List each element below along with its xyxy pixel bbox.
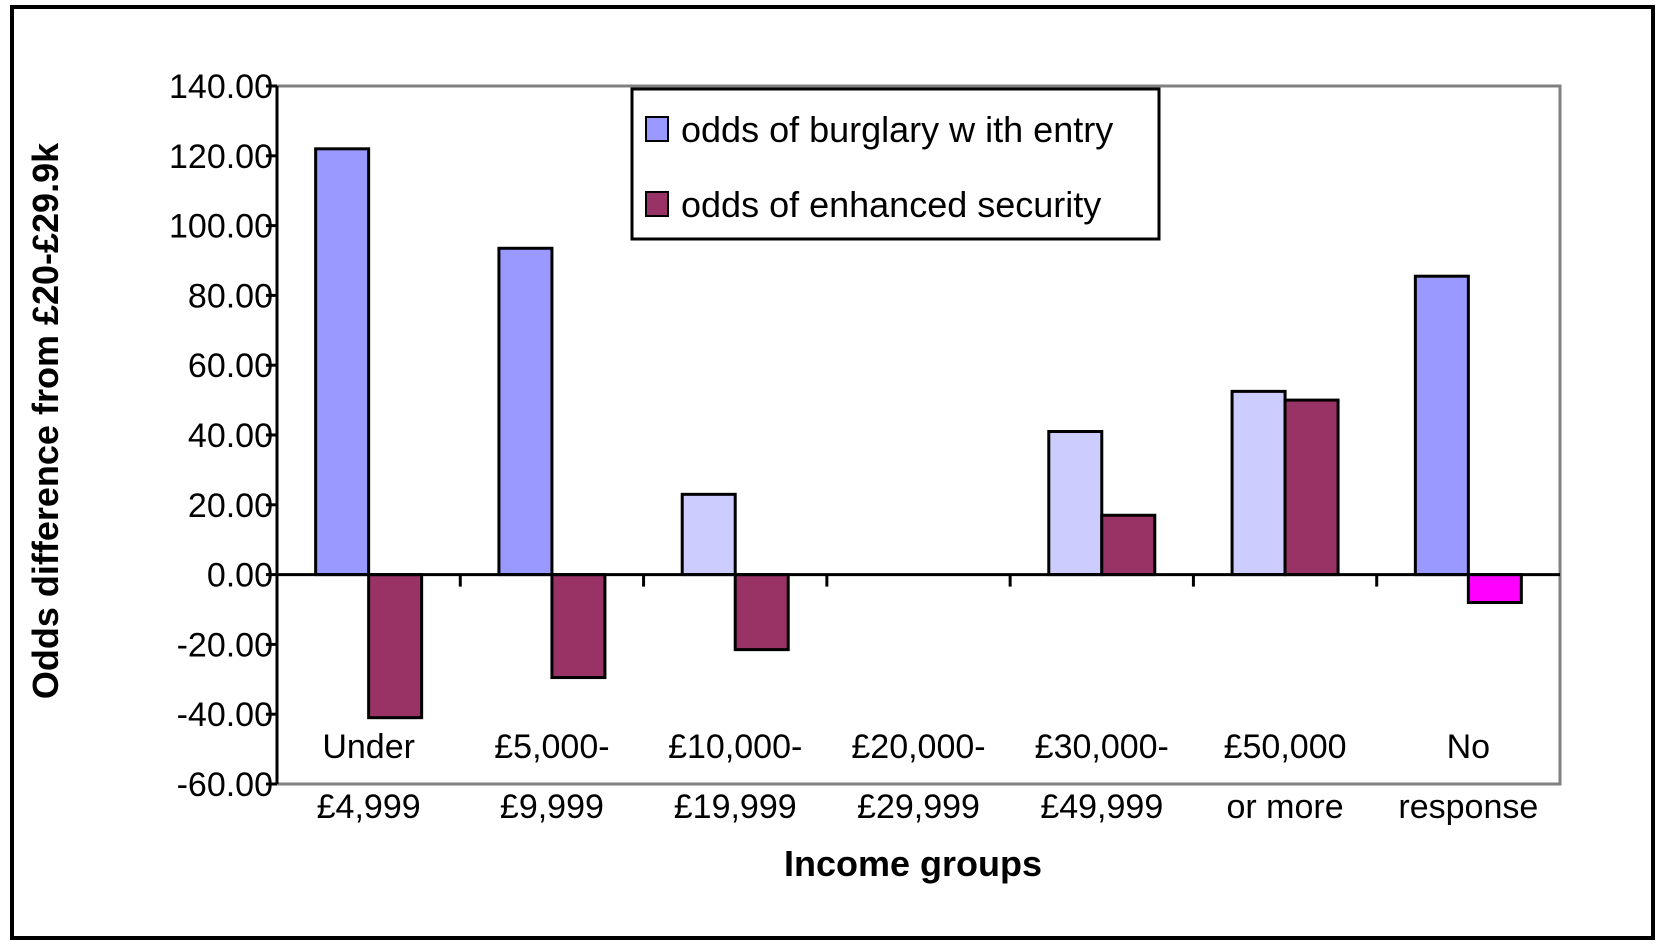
category-label: £5,000- [494, 728, 609, 766]
y-tick-label: 0.00 [207, 557, 273, 595]
category-label: Under [322, 728, 415, 766]
y-axis-title: Odds difference from £20-£29.9k [25, 142, 66, 699]
y-ticks: -60.00 -40.00 -20.00 0.00 20.00 40.00 60.00 80.… [169, 68, 277, 804]
y-tick-label: -20.00 [177, 626, 273, 664]
legend-box [630, 87, 1161, 241]
bar-enhanced-security [367, 573, 424, 720]
bar-burglary [314, 147, 371, 577]
y-tick-label: -40.00 [177, 696, 273, 734]
bar-enhanced-security [1100, 513, 1157, 577]
bar-enhanced-security [1283, 398, 1340, 577]
category-label: No [1447, 728, 1490, 766]
y-tick-label: 20.00 [188, 487, 273, 525]
category-label: £10,000- [668, 728, 802, 766]
legend-label-enhanced-security: odds of enhanced security [681, 184, 1101, 225]
category-label: £29,999 [857, 788, 980, 826]
legend-swatch-burglary [645, 116, 669, 142]
bar-enhanced-security [733, 573, 790, 652]
x-axis-title: Income groups [784, 843, 1042, 884]
x-ticks [458, 574, 1379, 587]
legend-swatch-enhanced-security [645, 191, 669, 217]
category-label: £50,000 [1224, 728, 1347, 766]
category-label: response [1398, 788, 1538, 826]
legend: odds of burglary w ith entry odds of enh… [630, 87, 1161, 241]
bar-burglary [497, 246, 554, 577]
bar-burglary [1413, 274, 1470, 577]
y-tick-label: 140.00 [169, 68, 273, 106]
category-label: £19,999 [674, 788, 797, 826]
category-labels: Under £4,999 £5,000- £9,999 £10,000- £19,999 £… [317, 728, 1539, 826]
y-tick-label: 100.00 [169, 208, 273, 246]
bar-burglary [1047, 430, 1104, 577]
bar-burglary [680, 492, 737, 577]
category-label: £4,999 [317, 788, 421, 826]
y-tick-label: 80.00 [188, 277, 273, 315]
category-label: £20,000- [851, 728, 985, 766]
y-tick-label: 40.00 [188, 417, 273, 455]
category-label: or more [1227, 788, 1344, 826]
legend-label-burglary: odds of burglary w ith entry [681, 109, 1113, 150]
category-label: £30,000- [1035, 728, 1169, 766]
category-label: £9,999 [500, 788, 604, 826]
bar-enhanced-security [550, 573, 607, 680]
y-tick-label: -60.00 [177, 766, 273, 804]
bar-burglary [1230, 389, 1287, 577]
y-tick-label: 120.00 [169, 138, 273, 176]
bar-enhanced-security [1466, 573, 1523, 605]
category-label: £49,999 [1040, 788, 1163, 826]
y-tick-label: 60.00 [188, 347, 273, 385]
